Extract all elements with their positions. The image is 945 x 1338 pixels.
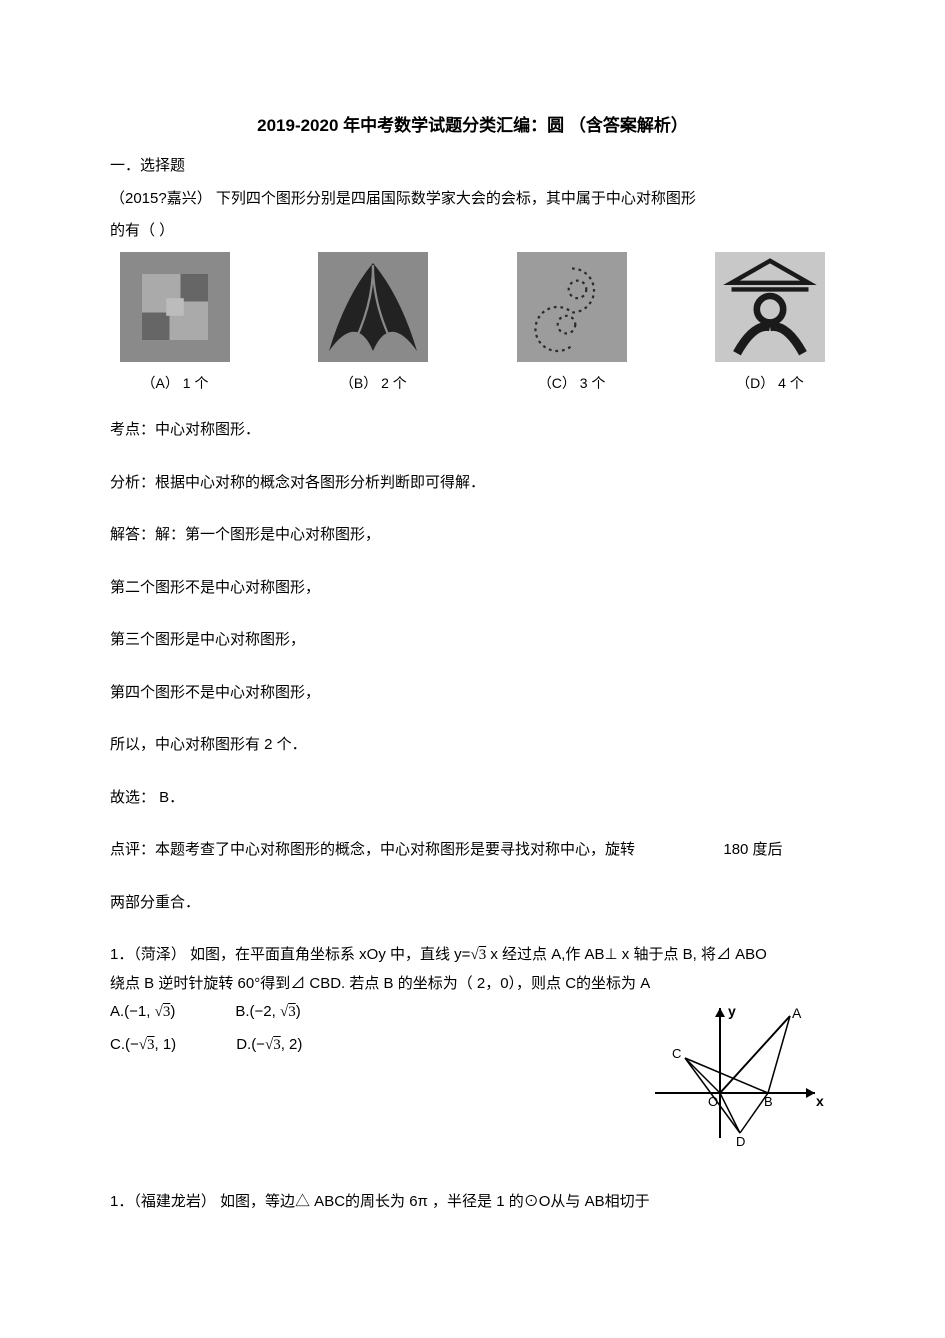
- q3-num: 1．（福建龙岩）: [110, 1193, 216, 1210]
- q2-stem-line2: 绕点 B 逆时针旋转 60°得到⊿ CBD. 若点 B 的坐标为（ 2，0），则…: [110, 970, 835, 999]
- q2-choices: A.(−1, √3) B.(−2, √3) C.(−√3, 1) D.(−√3,…: [110, 998, 615, 1063]
- q1-kaodian: 考点：中心对称图形．: [110, 416, 835, 445]
- q2-block: 1．（菏泽） 如图，在平面直角坐标系 xOy 中，直线 y=√3 x 经过点 A…: [110, 941, 835, 1148]
- q1-source: （2015?嘉兴）: [110, 190, 212, 207]
- q1-option-d: （D） 4 个: [705, 252, 835, 397]
- q1-jieda1: 解答：解：第一个图形是中心对称图形，: [110, 521, 835, 550]
- q1-stem-line2: 的有（ ）: [110, 217, 835, 246]
- svg-text:A: A: [792, 1005, 802, 1021]
- q2-choice-b: B.(−2, √3): [235, 998, 300, 1027]
- q2-diagram-icon: y x O B A C D: [635, 998, 835, 1148]
- q1-option-a-label: （A） 1 个: [142, 370, 209, 397]
- q2-choice-c: C.(−√3, 1): [110, 1031, 176, 1060]
- svg-text:y: y: [728, 1003, 736, 1019]
- q1-stem-line1: （2015?嘉兴） 下列四个图形分别是四届国际数学家大会的会标，其中属于中心对称…: [110, 185, 835, 214]
- svg-text:x: x: [816, 1093, 824, 1109]
- q2-stem-line1: 1．（菏泽） 如图，在平面直角坐标系 xOy 中，直线 y=√3 x 经过点 A…: [110, 941, 835, 970]
- page-title: 2019-2020 年中考数学试题分类汇编：圆 （含答案解析）: [110, 110, 835, 142]
- q3-stem: 如图，等边△ ABC的周长为 6π ，半径是 1 的⊙O从与 AB相切于: [220, 1193, 650, 1210]
- svg-text:C: C: [672, 1046, 681, 1061]
- q1-options-row: （A） 1 个 （B） 2 个: [110, 252, 835, 397]
- q1-dianping-text2: 180 度后: [723, 841, 782, 858]
- q1-logo-d-icon: [715, 252, 825, 362]
- q2-num: 1．（菏泽）: [110, 946, 186, 963]
- q2-choice-d: D.(−√3, 2): [236, 1031, 302, 1060]
- section-heading: 一．选择题: [110, 152, 835, 181]
- q2-choice-a: A.(−1, √3): [110, 998, 175, 1027]
- q1-jieda2: 第二个图形不是中心对称图形，: [110, 574, 835, 603]
- q3-block: 1．（福建龙岩） 如图，等边△ ABC的周长为 6π ，半径是 1 的⊙O从与 …: [110, 1188, 835, 1217]
- q1-option-c-label: （C） 3 个: [538, 370, 606, 397]
- q1-guxuan: 故选： B．: [110, 784, 835, 813]
- q1-stem-text1: 下列四个图形分别是四届国际数学家大会的会标，其中属于中心对称图形: [216, 190, 696, 207]
- q1-dianping: 点评：本题考查了中心对称图形的概念，中心对称图形是要寻找对称中心，旋转 180 …: [110, 836, 835, 865]
- sqrt3-icon: √3: [470, 947, 486, 963]
- svg-text:D: D: [736, 1134, 745, 1148]
- q2-stem-1b: x 经过点 A,作 AB⊥ x 轴于点 B, 将⊿ ABO: [486, 946, 767, 963]
- q1-option-a: （A） 1 个: [110, 252, 240, 397]
- q1-jieda4: 第四个图形不是中心对称图形，: [110, 679, 835, 708]
- q1-option-b: （B） 2 个: [308, 252, 438, 397]
- q1-jieda5: 所以，中心对称图形有 2 个．: [110, 731, 835, 760]
- q1-option-b-label: （B） 2 个: [340, 370, 407, 397]
- q1-logo-c-icon: [517, 252, 627, 362]
- q1-logo-b-icon: [318, 252, 428, 362]
- q1-dianping-text1: 点评：本题考查了中心对称图形的概念，中心对称图形是要寻找对称中心，旋转: [110, 841, 635, 858]
- q1-fenxi: 分析：根据中心对称的概念对各图形分析判断即可得解．: [110, 469, 835, 498]
- q2-stem-1a: 如图，在平面直角坐标系 xOy 中，直线 y=: [190, 946, 470, 963]
- q1-dianping3: 两部分重合．: [110, 889, 835, 918]
- q1-option-c: （C） 3 个: [507, 252, 637, 397]
- q1-logo-a-icon: [120, 252, 230, 362]
- q1-option-d-label: （D） 4 个: [736, 370, 804, 397]
- q1-analysis: 考点：中心对称图形． 分析：根据中心对称的概念对各图形分析判断即可得解． 解答：…: [110, 416, 835, 917]
- q1-block: （2015?嘉兴） 下列四个图形分别是四届国际数学家大会的会标，其中属于中心对称…: [110, 185, 835, 918]
- q1-jieda3: 第三个图形是中心对称图形，: [110, 626, 835, 655]
